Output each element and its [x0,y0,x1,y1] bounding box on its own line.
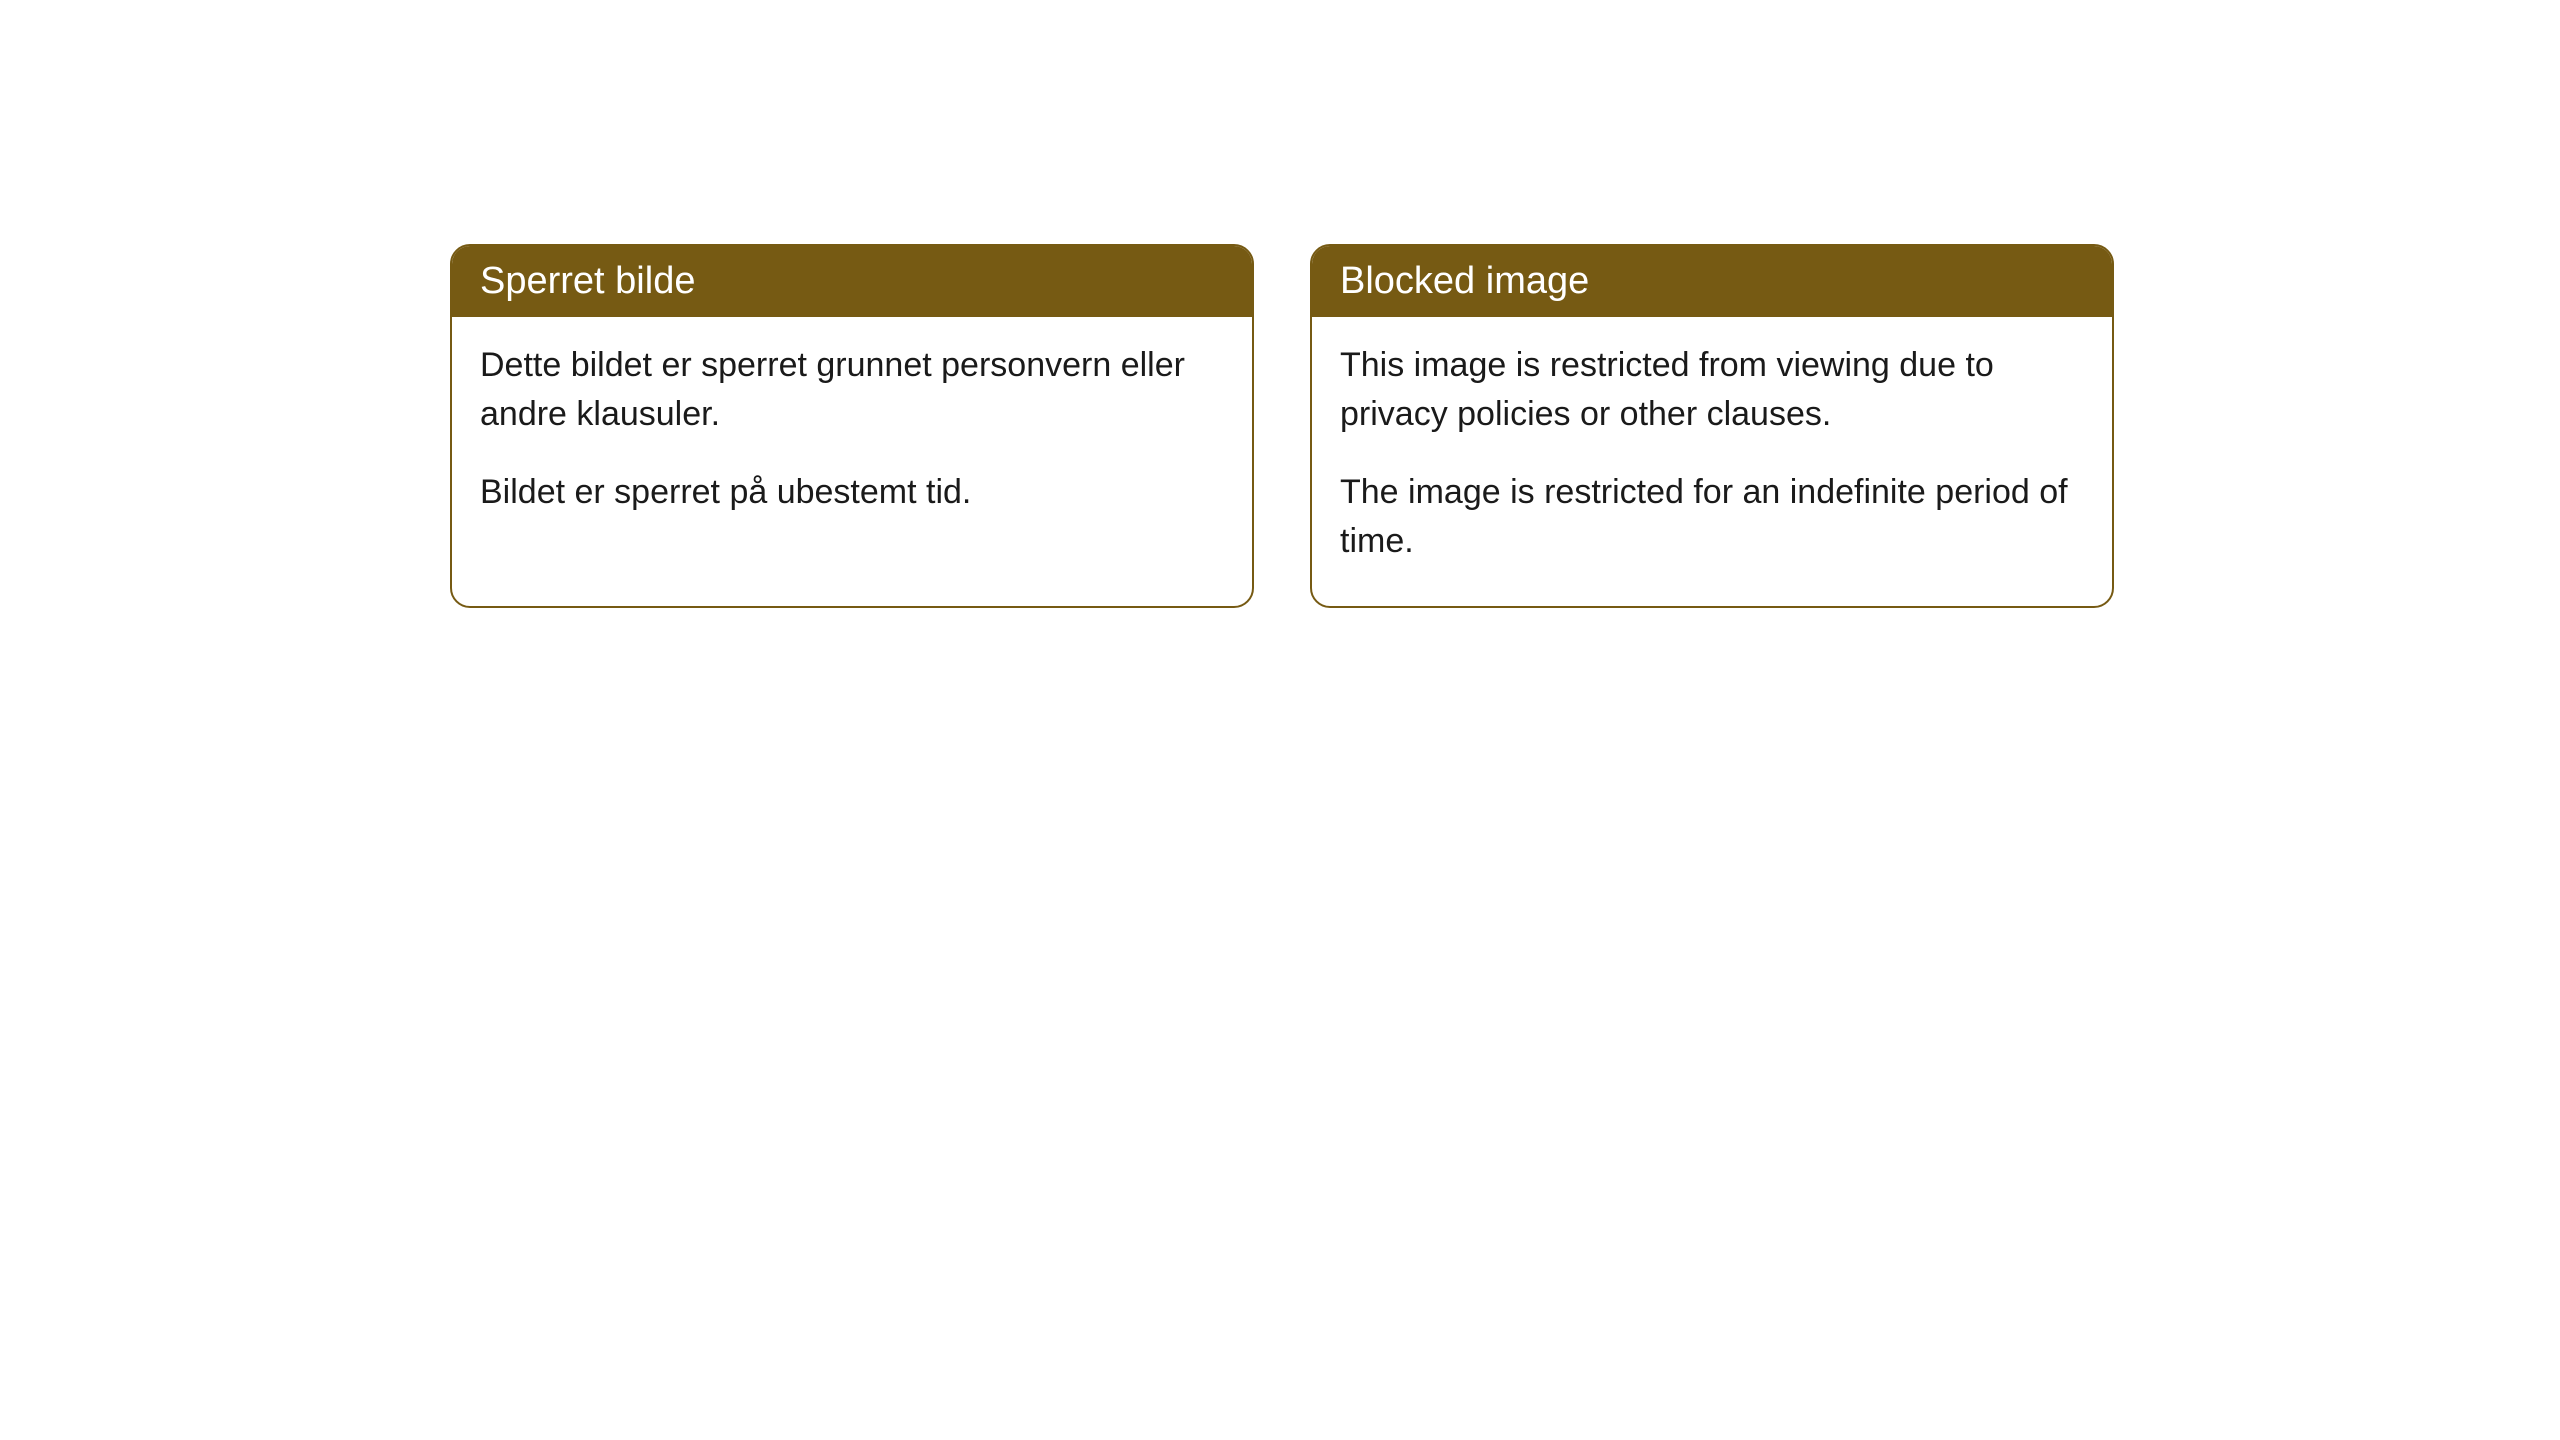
card-paragraph: Dette bildet er sperret grunnet personve… [480,341,1224,440]
card-title: Sperret bilde [480,260,695,302]
card-paragraph: Bildet er sperret på ubestemt tid. [480,468,1224,517]
notice-card-english: Blocked image This image is restricted f… [1310,244,2114,608]
card-body-english: This image is restricted from viewing du… [1312,317,2112,606]
card-paragraph: The image is restricted for an indefinit… [1340,468,2084,567]
notice-container: Sperret bilde Dette bildet er sperret gr… [0,0,2560,608]
card-header-english: Blocked image [1312,246,2112,317]
card-body-norwegian: Dette bildet er sperret grunnet personve… [452,317,1252,557]
card-title: Blocked image [1340,260,1589,302]
card-header-norwegian: Sperret bilde [452,246,1252,317]
notice-card-norwegian: Sperret bilde Dette bildet er sperret gr… [450,244,1254,608]
card-paragraph: This image is restricted from viewing du… [1340,341,2084,440]
